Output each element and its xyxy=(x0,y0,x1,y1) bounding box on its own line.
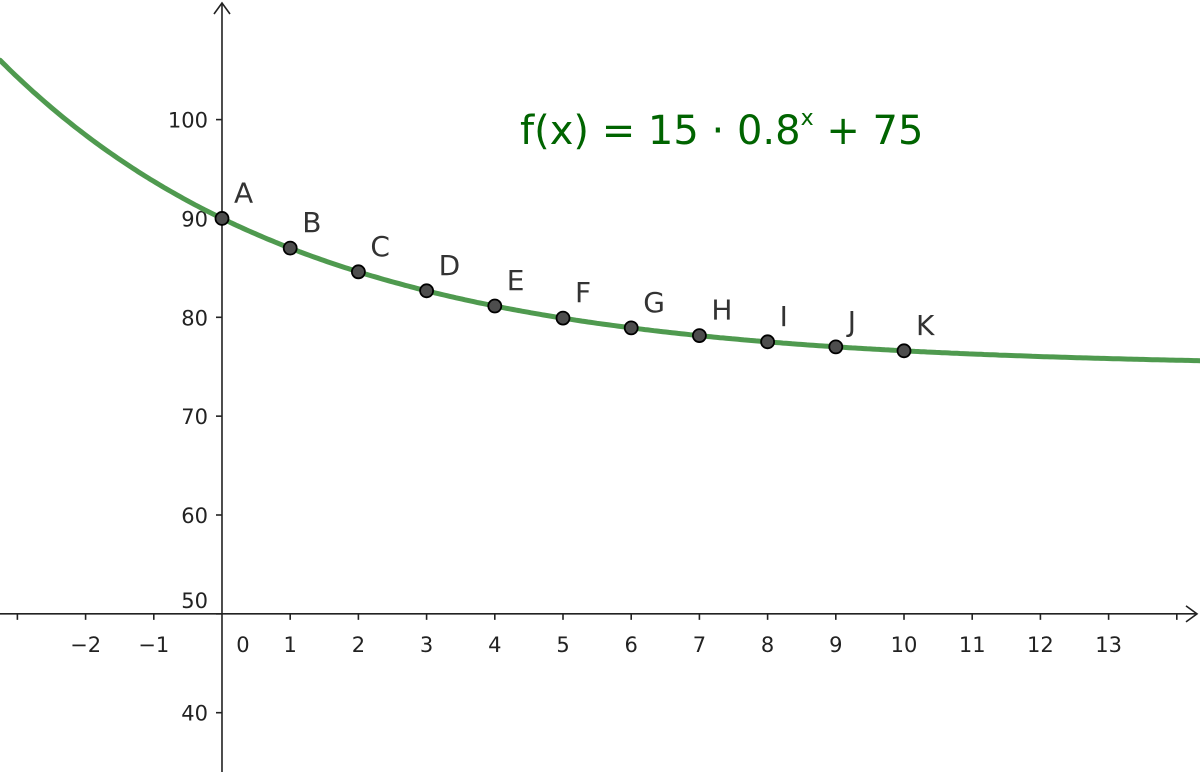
point-label-B: B xyxy=(302,206,321,239)
point-label-C: C xyxy=(370,230,390,263)
x-tick-label: −2 xyxy=(70,633,101,657)
point-H xyxy=(692,328,707,343)
x-tick-label: 10 xyxy=(891,633,918,657)
x-axis-arrow xyxy=(1185,605,1199,623)
point-label-H: H xyxy=(711,294,732,327)
x-tick-label: 3 xyxy=(420,633,433,657)
y-tick-label: 100 xyxy=(168,109,208,133)
x-tick-label: 5 xyxy=(556,633,569,657)
y-tick-label: 60 xyxy=(181,504,208,528)
y-axis-arrow xyxy=(213,1,231,15)
point-label-A: A xyxy=(234,176,253,209)
x-tick-label: 1 xyxy=(284,633,297,657)
y-tick-label: 40 xyxy=(181,702,208,726)
formula-base: 15 · 0.8 xyxy=(647,108,801,154)
point-J xyxy=(828,339,844,355)
function-formula: f(x) = 15 · 0.8x + 75 xyxy=(520,106,924,154)
point-F xyxy=(555,310,571,326)
formula-tail: + 75 xyxy=(826,108,924,154)
point-A xyxy=(214,211,230,226)
x-tick-label: 6 xyxy=(625,633,638,657)
point-E xyxy=(487,298,503,314)
point-B xyxy=(282,240,298,256)
point-label-G: G xyxy=(643,286,665,319)
point-C xyxy=(350,264,366,280)
x-tick-label: 12 xyxy=(1027,633,1054,657)
point-label-F: F xyxy=(575,276,591,309)
y-tick-label: 80 xyxy=(181,306,208,330)
point-K xyxy=(896,343,912,359)
point-label-K: K xyxy=(916,309,935,342)
y-tick-label: 70 xyxy=(181,405,208,429)
x-tick-label: 7 xyxy=(693,633,706,657)
point-I xyxy=(760,334,776,350)
x-tick-label: 2 xyxy=(352,633,365,657)
point-G xyxy=(623,320,639,336)
point-D xyxy=(419,283,434,299)
point-label-D: D xyxy=(439,249,461,282)
formula-exponent: x xyxy=(800,106,814,131)
point-label-J: J xyxy=(846,305,856,338)
x-tick-label: 0 xyxy=(236,633,249,657)
point-label-I: I xyxy=(780,300,788,333)
y-tick-label: 50 xyxy=(181,589,208,613)
x-tick-label: 8 xyxy=(761,633,774,657)
function-name: f(x) xyxy=(520,108,589,154)
x-tick-label: 9 xyxy=(829,633,842,657)
x-tick-label: −1 xyxy=(138,633,169,657)
equals-sign: = xyxy=(601,108,636,154)
x-tick-label: 11 xyxy=(959,633,986,657)
point-label-E: E xyxy=(507,264,525,297)
x-tick-label: 13 xyxy=(1095,633,1122,657)
function-curve xyxy=(0,57,1200,364)
x-tick-label: 4 xyxy=(488,633,501,657)
